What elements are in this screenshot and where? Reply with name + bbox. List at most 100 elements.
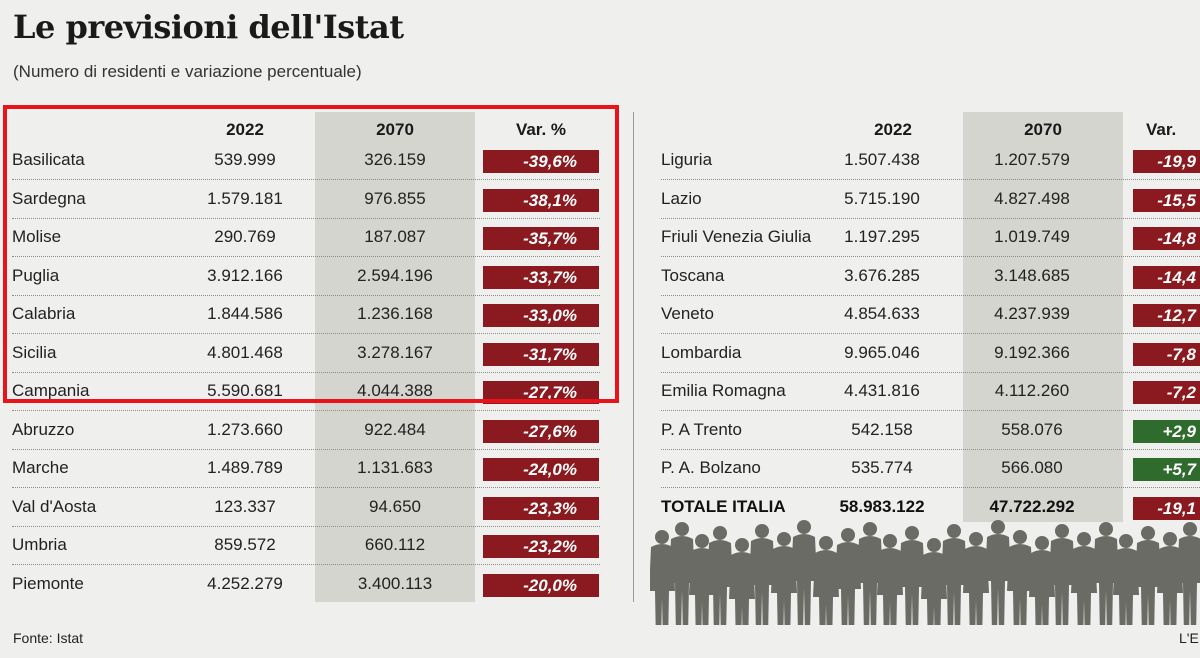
value-2070: 47.722.292 [989, 496, 1075, 516]
value-2022: 859.572 [214, 535, 276, 554]
value-2022: 535.774 [851, 458, 913, 477]
region-name: Sardegna [12, 188, 86, 208]
value-2070: 3.148.685 [994, 265, 1070, 285]
variation-badge: -27,7% [483, 381, 599, 404]
person-body-shape [729, 552, 755, 625]
value-2022: 1.197.295 [844, 227, 920, 246]
person-head-shape [713, 526, 727, 540]
region-name: P. A Trento [661, 419, 742, 439]
region-name: Molise [12, 227, 62, 246]
value-2022: 290.769 [214, 227, 276, 246]
right-2070-column-shade [963, 112, 1123, 522]
table-row: P. A. Bolzano 535.774 566.080 +5,7 [661, 449, 1200, 488]
left-2070-column-shade [315, 112, 475, 602]
variation-badge: -20,0% [483, 573, 599, 597]
person-body-shape [1029, 550, 1055, 625]
table-row: Umbria 859.572 660.112 -23,2% [12, 526, 600, 565]
value-2070: 922.484 [364, 419, 426, 439]
person-head-shape [1163, 532, 1177, 546]
table-row: Sardegna 1.579.181 976.855 -38,1% [12, 180, 600, 219]
value-2070: 187.087 [364, 227, 426, 246]
value-2022: 539.999 [214, 150, 276, 169]
variation-badge: -23,2% [483, 535, 599, 558]
value-2070: 9.192.366 [994, 342, 1070, 362]
variation-badge: -38,1% [483, 188, 599, 212]
person-body-shape [1071, 546, 1097, 625]
left-header-var: Var. % [515, 120, 567, 139]
variation-badge: -7,2 [1133, 381, 1200, 404]
person-body-shape [650, 544, 675, 625]
value-2070: 4.237.939 [994, 304, 1070, 323]
value-2022: 58.983.122 [839, 496, 925, 516]
region-name: Val d'Aosta [12, 496, 97, 516]
region-name: Lazio [661, 188, 702, 208]
table-row: Piemonte 4.252.279 3.400.113 -20,0% [12, 565, 600, 603]
variation-badge: -12,7 [1133, 304, 1200, 327]
variation-badge: -14,8 [1133, 227, 1200, 250]
value-2022: 9.965.046 [844, 342, 920, 362]
person-body-shape [1007, 544, 1033, 625]
value-2022: 1.273.660 [207, 419, 283, 439]
value-2022: 1.489.789 [207, 458, 283, 477]
person-head-shape [1035, 536, 1049, 550]
variation-badge: -39,6% [483, 150, 599, 173]
value-2022: 542.158 [851, 419, 913, 439]
value-2022: 1.579.181 [207, 188, 283, 208]
person-body-shape [835, 542, 861, 625]
person-body-shape [963, 546, 989, 625]
value-2022: 5.590.681 [207, 381, 283, 400]
region-name: Campania [12, 381, 90, 400]
person-body-shape [1093, 536, 1119, 625]
person-body-shape [1049, 538, 1075, 625]
region-name: Puglia [12, 265, 60, 285]
value-2022: 5.715.190 [844, 188, 920, 208]
value-2070: 1.236.168 [357, 304, 433, 323]
value-2070: 4.827.498 [994, 188, 1070, 208]
value-2022: 1.507.438 [844, 150, 920, 169]
person-body-shape [669, 536, 695, 625]
person-head-shape [695, 534, 709, 548]
person-body-shape [1177, 536, 1200, 625]
person-head-shape [777, 532, 791, 546]
table-divider [633, 112, 634, 602]
value-2022: 4.801.468 [207, 342, 283, 362]
highlight-frame [3, 105, 619, 403]
person-head-shape [1183, 522, 1197, 536]
value-2022: 1.844.586 [207, 304, 283, 323]
variation-badge: -33,7% [483, 265, 599, 289]
value-2070: 3.400.113 [357, 573, 433, 593]
variation-badge: -7,8 [1133, 342, 1200, 366]
crowd-silhouette-illustration [650, 520, 1200, 625]
left-header-2022: 2022 [226, 120, 264, 139]
region-name: Veneto [661, 304, 714, 323]
person-body-shape [857, 536, 883, 625]
value-2022: 4.431.816 [844, 381, 920, 400]
region-name: Abruzzo [12, 419, 75, 439]
person-body-shape [771, 546, 797, 625]
table-row: Liguria 1.507.438 1.207.579 -19,9 [661, 141, 1200, 180]
table-row: Friuli Venezia Giulia 1.197.295 1.019.749 -… [661, 218, 1200, 257]
value-2070: 4.112.260 [994, 381, 1070, 400]
value-2070: 976.855 [364, 188, 426, 208]
variation-badge: -15,5 [1133, 188, 1200, 212]
variation-badge: -19,9 [1133, 150, 1200, 173]
variation-badge: -23,3% [483, 496, 599, 520]
person-head-shape [841, 528, 855, 542]
variation-badge: -35,7% [483, 227, 599, 250]
value-2070: 660.112 [364, 535, 426, 554]
table-row: Lazio 5.715.190 4.827.498 -15,5 [661, 180, 1200, 219]
region-name: Piemonte [12, 573, 84, 593]
variation-badge: -31,7% [483, 342, 599, 366]
value-2070: 326.159 [364, 150, 426, 169]
value-2070: 1.207.579 [994, 150, 1070, 169]
person-head-shape [991, 520, 1005, 534]
value-2070: 558.076 [1001, 419, 1063, 439]
person-head-shape [1141, 526, 1155, 540]
source-note: Fonte: Istat [13, 630, 84, 646]
table-row: Marche 1.489.789 1.131.683 -24,0% [12, 449, 600, 488]
person-body-shape [1157, 546, 1183, 625]
person-head-shape [969, 532, 983, 546]
person-head-shape [655, 530, 669, 544]
person-body-shape [941, 538, 967, 625]
variation-badge: -33,0% [483, 304, 599, 327]
